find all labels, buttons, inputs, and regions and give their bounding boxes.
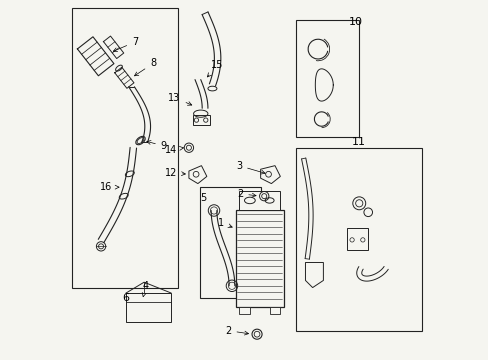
Text: 8: 8: [134, 58, 156, 76]
Text: 14: 14: [164, 144, 183, 154]
Bar: [192, 116, 209, 126]
Text: 10: 10: [348, 17, 362, 27]
Bar: [296, 148, 421, 330]
Text: 1: 1: [218, 218, 232, 228]
Text: 9: 9: [146, 140, 166, 151]
Bar: [239, 307, 249, 314]
Bar: [296, 21, 359, 137]
Text: 3: 3: [236, 161, 264, 174]
Text: 13: 13: [168, 93, 191, 105]
Bar: [72, 8, 178, 288]
Text: 2: 2: [225, 325, 248, 336]
Text: 5: 5: [200, 193, 206, 203]
Text: 12: 12: [164, 168, 185, 178]
Text: 15: 15: [207, 60, 224, 77]
Bar: [239, 191, 280, 211]
Text: 4: 4: [142, 281, 149, 297]
Bar: [126, 293, 171, 321]
Text: 11: 11: [351, 138, 366, 147]
Bar: [346, 228, 367, 250]
Bar: [269, 307, 280, 314]
Text: 6: 6: [122, 293, 129, 303]
Text: 2: 2: [237, 189, 256, 199]
Bar: [235, 211, 284, 307]
Text: 16: 16: [100, 182, 119, 192]
Text: 7: 7: [113, 37, 138, 51]
Bar: [199, 187, 260, 298]
